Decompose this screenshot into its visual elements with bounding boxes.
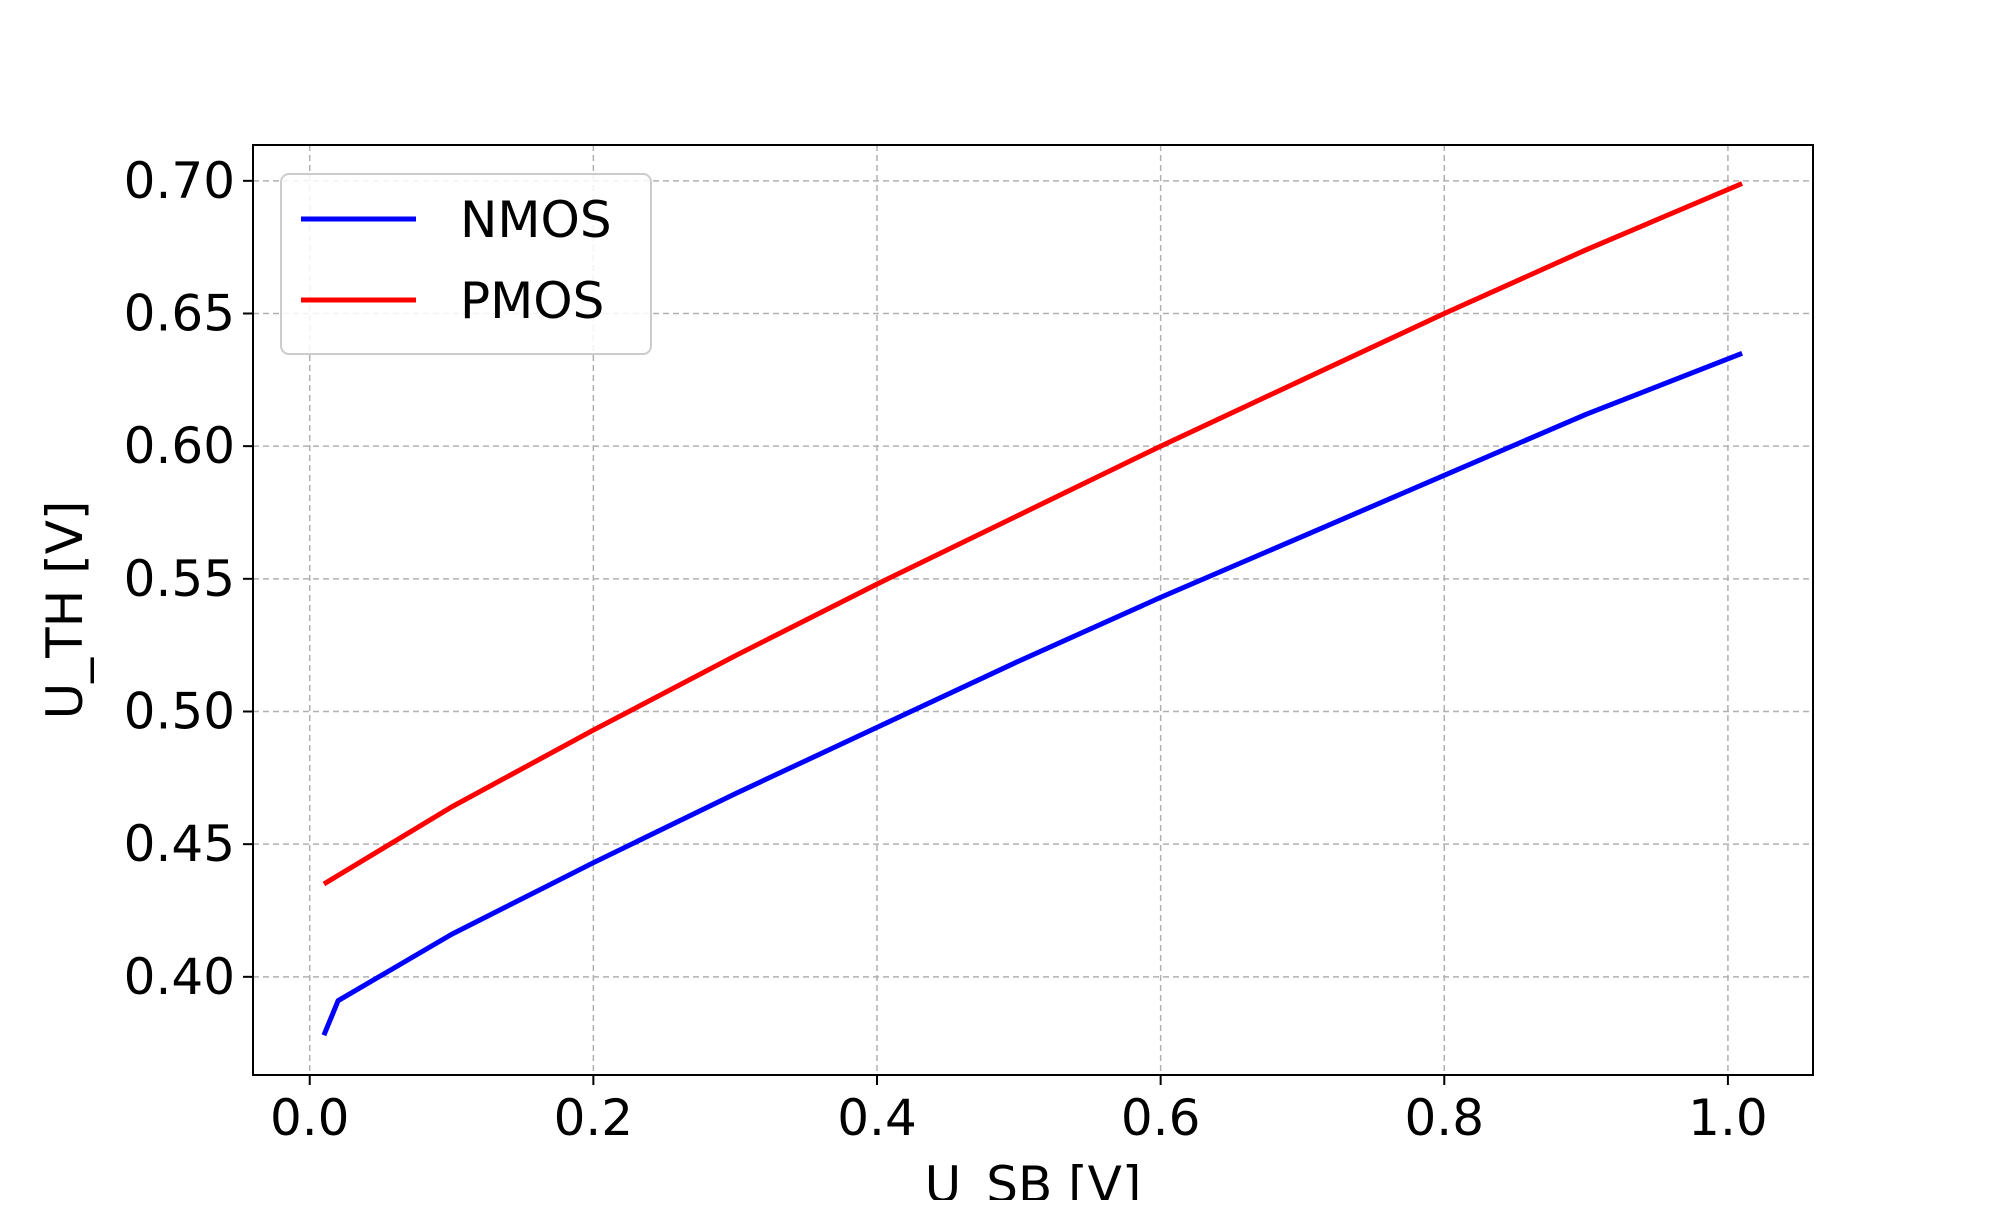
y-axis-ticks: 0.40 0.45 0.50 0.55 0.60 0.65 0.70 [124, 152, 253, 1006]
legend-label-pmos: PMOS [460, 272, 604, 330]
series-line-pmos [322, 181, 1744, 887]
x-tick-label: 0.8 [1405, 1089, 1485, 1147]
legend-entries: NMOS PMOS [301, 191, 612, 330]
legend: NMOS PMOS [280, 173, 652, 355]
y-tick-label: 0.40 [124, 948, 235, 1006]
y-tick-label: 0.50 [124, 682, 235, 740]
y-tick-label: 0.55 [124, 550, 235, 608]
x-axis-label: U_SB [V] [925, 1156, 1142, 1200]
series-group [321, 181, 1744, 1037]
legend-label-nmos: NMOS [460, 191, 612, 249]
x-tick-label: 0.2 [554, 1089, 634, 1147]
x-tick-label: 1.0 [1688, 1089, 1768, 1147]
y-tick-label: 0.65 [124, 284, 235, 342]
y-tick-label: 0.70 [124, 152, 235, 210]
x-axis-ticks: 0.0 0.2 0.4 0.6 0.8 1.0 [270, 1075, 1768, 1147]
plot-frame [252, 144, 1814, 1076]
x-tick-label: 0.6 [1121, 1089, 1201, 1147]
series-line-nmos [321, 350, 1744, 1037]
x-tick-label: 0.0 [270, 1089, 350, 1147]
y-axis-label: U_TH [V] [36, 501, 94, 720]
x-tick-label: 0.4 [837, 1089, 917, 1147]
y-tick-label: 0.60 [124, 417, 235, 475]
y-tick-label: 0.45 [124, 815, 235, 873]
